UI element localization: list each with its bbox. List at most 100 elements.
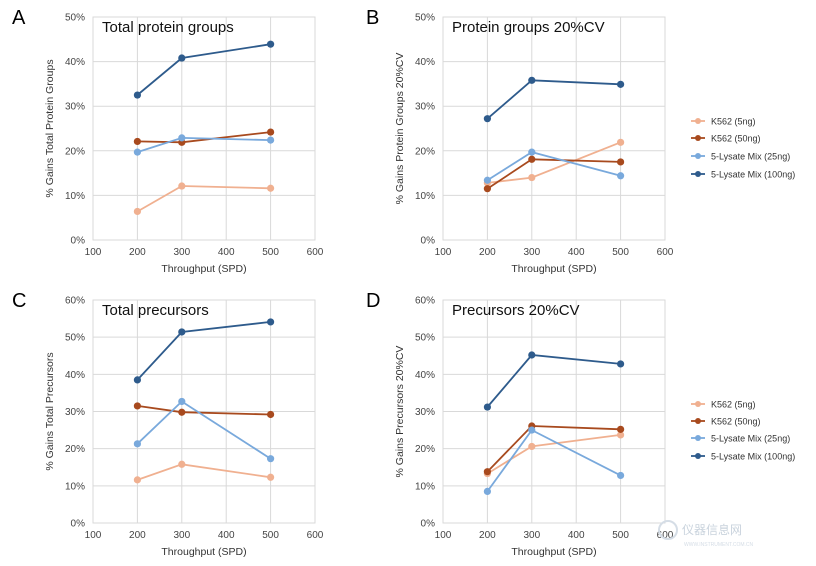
x-tick-label: 300 [523, 530, 540, 541]
data-point [133, 376, 141, 384]
data-point [178, 408, 186, 416]
series-k562-50ng [483, 422, 625, 476]
y-tick-label: 50% [65, 333, 85, 344]
x-axis-label: Throughput (SPD) [161, 546, 246, 558]
data-point [178, 397, 186, 406]
panel-d: 0% 10% 20% 30% 40% 50% 60% 100 200 300 400 500 600 D P… [366, 290, 674, 558]
series-lysate-25ng [483, 426, 625, 496]
x-tick-label: 100 [435, 530, 452, 541]
legend-label-lysate-25ng: 5-Lysate Mix (25ng) [711, 434, 790, 444]
series-k562-5ng [133, 460, 275, 484]
series-k562-50ng [483, 155, 625, 193]
legend-marker-lysate-100ng [695, 453, 701, 459]
plot-frame [92, 299, 316, 524]
data-point [133, 91, 141, 99]
legend-label-lysate-100ng: 5-Lysate Mix (100ng) [711, 170, 795, 180]
panel-a: 0% 10% 20% 30% 40% 50% 100 200 300 400 500 600 A Tota… [12, 7, 324, 275]
panel-title: Precursors 20%CV [452, 302, 580, 319]
legend-label-lysate-25ng: 5-Lysate Mix (25ng) [711, 152, 790, 162]
x-tick-label: 500 [612, 530, 629, 541]
data-point [528, 173, 536, 182]
x-tick-label: 100 [85, 530, 102, 541]
legend-marker-k562-5ng [695, 401, 701, 407]
panel-title: Protein groups 20%CV [452, 19, 605, 36]
series-line-k562-5ng [487, 141, 621, 184]
data-point [178, 460, 186, 468]
data-point [267, 136, 275, 144]
legend-item: K562 (5ng) [691, 117, 756, 127]
data-point [178, 134, 186, 142]
data-point [528, 426, 536, 434]
plot-frame [442, 16, 666, 241]
x-tick-label: 600 [657, 530, 674, 541]
x-tick-label: 300 [173, 530, 190, 541]
x-tick-label: 200 [129, 247, 146, 258]
x-tick-label: 200 [479, 247, 496, 258]
x-tick-label: 400 [568, 530, 585, 541]
series-line-k562-5ng [137, 463, 271, 481]
watermark-subtext: WWW.INSTRUMENT.COM.CN [684, 542, 754, 548]
x-tick-label: 300 [173, 247, 190, 258]
data-point [267, 184, 275, 192]
y-tick-label: 0% [71, 519, 86, 530]
series-lysate-25ng [483, 148, 625, 184]
legend-item: 5-Lysate Mix (25ng) [691, 152, 790, 162]
legend-bottom: K562 (5ng) K562 (50ng) 5-Lysate Mix (25n… [691, 400, 795, 462]
series-line-k562-50ng [486, 158, 621, 190]
y-tick-label: 50% [415, 13, 435, 24]
data-point [267, 40, 275, 48]
y-tick-label: 50% [415, 333, 435, 344]
data-point [133, 402, 141, 410]
data-point [528, 155, 536, 163]
y-tick-label: 20% [415, 444, 435, 455]
data-point [483, 403, 491, 411]
x-tick-label: 500 [612, 247, 629, 258]
data-point [267, 455, 275, 463]
legend-marker-lysate-100ng [695, 171, 701, 177]
data-point [133, 476, 141, 484]
data-point [133, 207, 141, 216]
panel-title: Total precursors [102, 302, 209, 319]
data-point [133, 440, 141, 448]
y-tick-label: 40% [65, 370, 85, 381]
series-lysate-25ng [133, 397, 275, 463]
series-line-k562-5ng [136, 185, 271, 213]
series-lysate-100ng [133, 40, 275, 99]
x-tick-label: 500 [262, 530, 279, 541]
x-tick-label: 300 [523, 247, 540, 258]
panel-letter: D [366, 290, 380, 312]
watermark-text: 仪器信息网 [682, 522, 742, 537]
x-tick-label: 600 [657, 247, 674, 258]
panel-letter: B [366, 7, 379, 29]
legend-marker-lysate-25ng [695, 153, 701, 159]
y-tick-label: 10% [65, 481, 85, 492]
x-tick-label: 100 [85, 247, 102, 258]
y-tick-label: 10% [65, 191, 85, 202]
x-tick-label: 200 [129, 530, 146, 541]
legend-item: K562 (5ng) [691, 400, 756, 410]
series-k562-5ng [483, 138, 625, 187]
panel-letter: A [12, 7, 26, 29]
panel-title: Total protein groups [102, 19, 234, 36]
legend-marker-k562-50ng [695, 135, 701, 141]
data-point [267, 410, 275, 419]
data-point [483, 468, 491, 476]
series-lysate-100ng [483, 351, 625, 411]
y-tick-label: 40% [65, 57, 85, 68]
series-line-k562-50ng [137, 405, 271, 416]
data-point [267, 318, 275, 326]
y-tick-label: 20% [415, 146, 435, 157]
x-tick-label: 500 [262, 247, 279, 258]
y-tick-label: 20% [65, 444, 85, 455]
y-axis-label: % Gains Total Precursors [44, 352, 56, 470]
legend-item: 5-Lysate Mix (100ng) [691, 170, 795, 180]
data-point [617, 80, 625, 88]
x-axis-label: Throughput (SPD) [511, 263, 596, 275]
y-tick-label: 40% [415, 370, 435, 381]
legend-item: 5-Lysate Mix (100ng) [691, 452, 795, 462]
data-point [617, 158, 625, 166]
data-point [133, 137, 141, 146]
series-lysate-25ng [133, 134, 275, 156]
y-tick-label: 0% [421, 236, 436, 247]
